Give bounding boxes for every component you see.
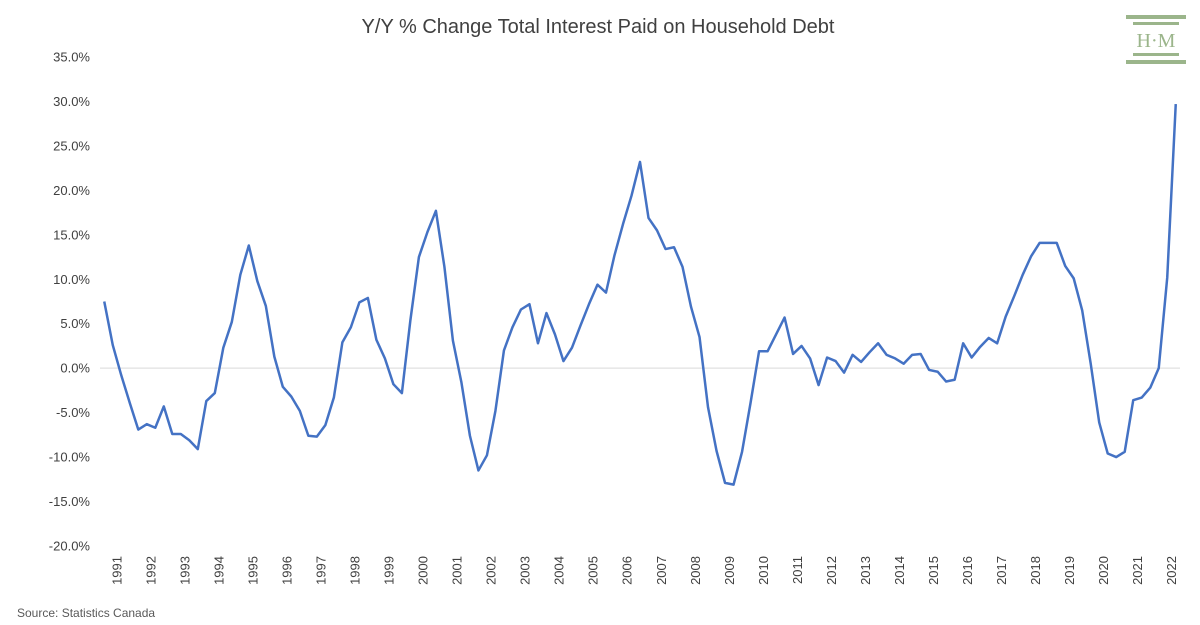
x-tick-label: 1995 xyxy=(246,556,261,585)
x-tick-label: 2012 xyxy=(824,556,839,585)
logo-text: H·M xyxy=(1137,30,1176,52)
x-tick-label: 2013 xyxy=(858,556,873,585)
x-tick-label: 2011 xyxy=(790,556,805,584)
x-tick-label: 2022 xyxy=(1164,556,1179,585)
y-tick-label: -10.0% xyxy=(49,450,91,465)
x-tick-label: 1999 xyxy=(382,556,397,585)
x-tick-label: 1992 xyxy=(144,556,159,585)
x-tick-label: 2010 xyxy=(756,556,771,585)
y-tick-label: 20.0% xyxy=(53,183,90,198)
y-tick-label: -5.0% xyxy=(56,405,90,420)
x-tick-label: 1997 xyxy=(314,556,329,585)
x-tick-label: 2016 xyxy=(960,556,975,585)
x-tick-label: 1991 xyxy=(110,556,125,585)
hm-logo: H·M xyxy=(1126,15,1186,64)
x-tick-label: 1998 xyxy=(348,556,363,585)
x-tick-label: 2021 xyxy=(1130,556,1145,585)
x-tick-label: 2019 xyxy=(1062,556,1077,585)
x-tick-label: 2014 xyxy=(892,556,907,585)
y-tick-label: 0.0% xyxy=(60,361,90,376)
y-tick-label: 10.0% xyxy=(53,272,90,287)
x-tick-label: 2003 xyxy=(518,556,533,585)
series-line xyxy=(103,104,1177,486)
logo-bottom-bar xyxy=(1126,60,1186,64)
x-tick-label: 2007 xyxy=(654,556,669,585)
y-tick-label: 35.0% xyxy=(53,50,90,65)
logo-base-bar xyxy=(1133,53,1179,56)
logo-sub-bar xyxy=(1133,22,1179,25)
x-tick-label: 2008 xyxy=(688,556,703,585)
y-tick-label: 5.0% xyxy=(60,316,90,331)
x-tick-label: 2015 xyxy=(926,556,941,585)
x-axis: 1991 1992 1993 1994 1995 1996 1997 1998 1999 2000… xyxy=(110,556,1179,585)
x-tick-label: 2018 xyxy=(1028,556,1043,585)
y-tick-label: 30.0% xyxy=(53,94,90,109)
x-tick-label: 2006 xyxy=(620,556,635,585)
y-tick-label: -15.0% xyxy=(49,494,91,509)
x-tick-label: 2000 xyxy=(416,556,431,585)
chart-title: Y/Y % Change Total Interest Paid on Hous… xyxy=(362,16,835,38)
x-tick-label: 1993 xyxy=(178,556,193,585)
x-tick-label: 2004 xyxy=(552,556,567,585)
x-tick-label: 2002 xyxy=(484,556,499,585)
x-tick-label: 2017 xyxy=(994,556,1009,585)
source-note: Source: Statistics Canada xyxy=(17,606,155,620)
x-tick-label: 2009 xyxy=(722,556,737,585)
x-tick-label: 1996 xyxy=(280,556,295,585)
logo-top-bar xyxy=(1126,15,1186,19)
y-tick-label: 15.0% xyxy=(53,227,90,242)
x-tick-label: 2005 xyxy=(586,556,601,585)
x-tick-label: 1994 xyxy=(212,556,227,585)
x-tick-label: 2020 xyxy=(1096,556,1111,585)
y-axis: 35.0% 30.0% 25.0% 20.0% 15.0% 10.0% 5.0% 0.0% -5… xyxy=(49,50,91,554)
y-tick-label: -20.0% xyxy=(49,539,91,554)
y-tick-label: 25.0% xyxy=(53,138,90,153)
x-tick-label: 2001 xyxy=(450,556,465,585)
